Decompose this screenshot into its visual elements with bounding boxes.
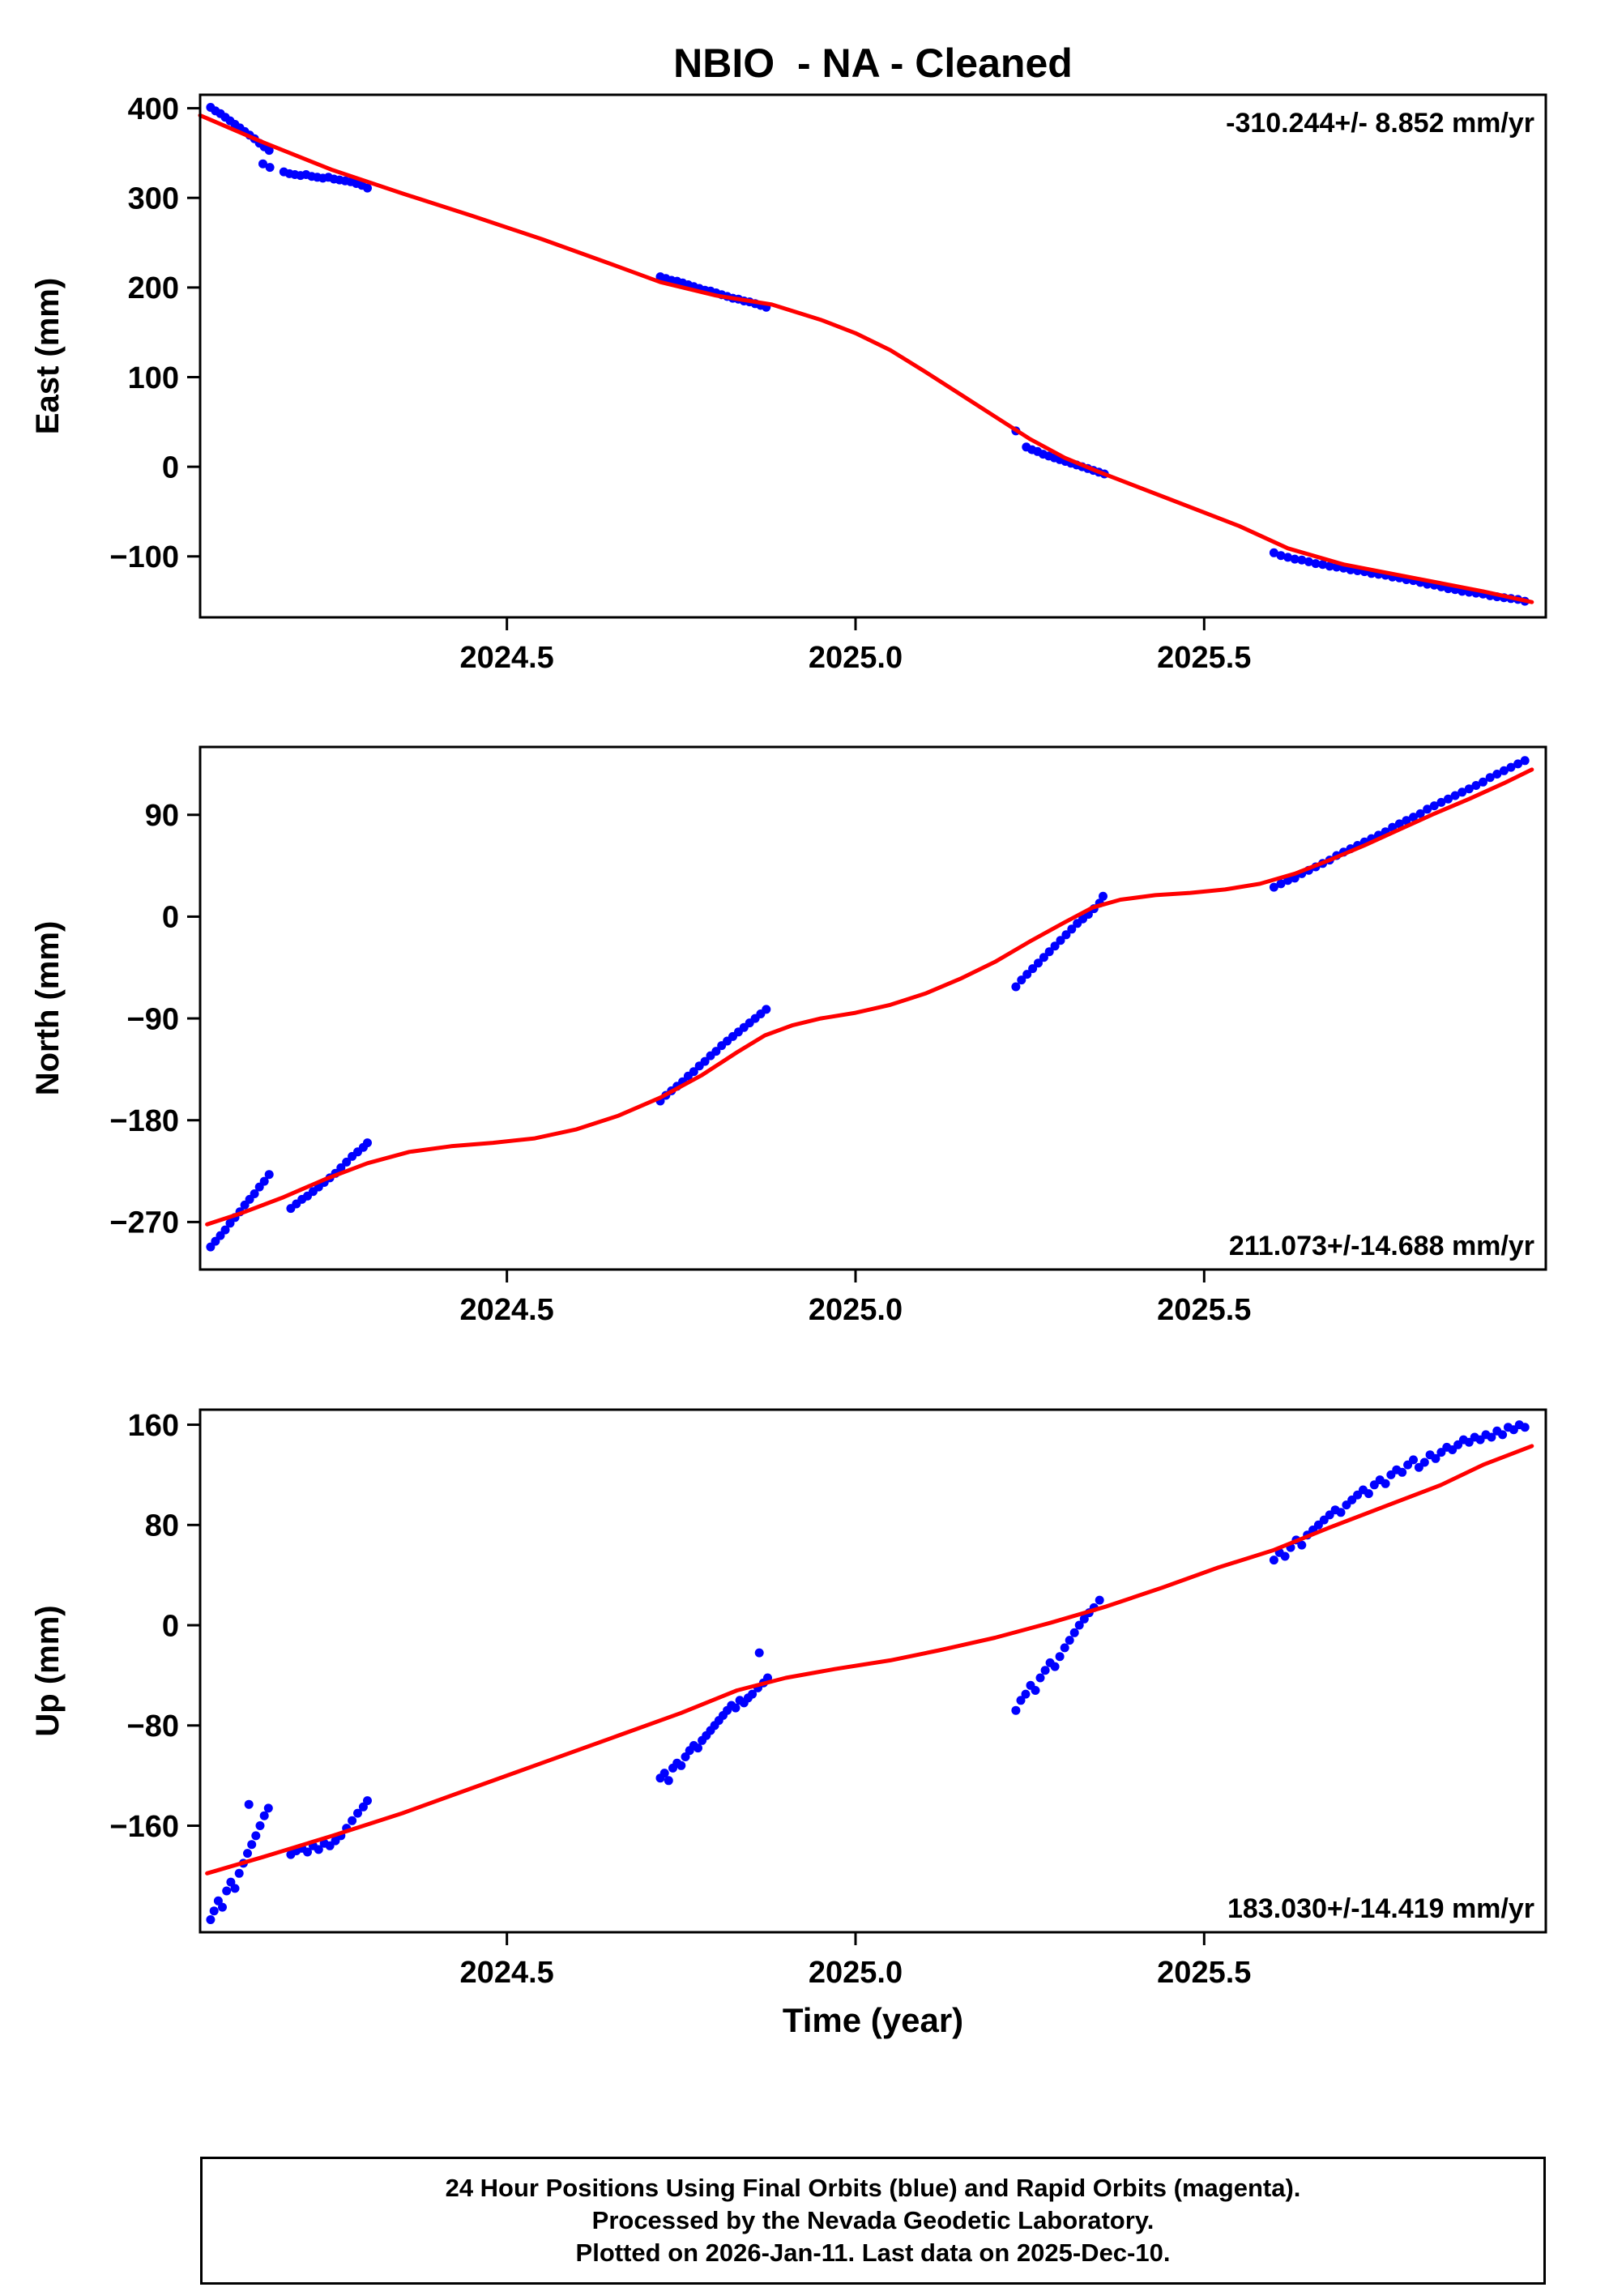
scatter-points xyxy=(206,103,1530,606)
y-tick-label: 90 xyxy=(145,799,179,833)
scatter-points xyxy=(206,756,1530,1252)
north-panel-chart: 2024.5 2025.0 2025.5 90 0 −90 −180 −270 North (m… xyxy=(30,745,1547,1327)
y-axis-title: North (mm) xyxy=(30,921,66,1096)
up-panel-chart: 2024.5 2025.0 2025.5 160 80 0 −80 −160 Up (mm) 18… xyxy=(30,1408,1547,1990)
y-tick-label: −90 xyxy=(127,1002,179,1036)
y-axis-title: Up (mm) xyxy=(30,1605,66,1736)
axis-ticks-and-labels: 2024.5 2025.0 2025.5 160 80 0 −80 −160 xyxy=(109,1409,1251,1990)
footer-line-3: Plotted on 2026-Jan-11. Last data on 202… xyxy=(575,2238,1171,2267)
x-tick-label: 2024.5 xyxy=(460,1956,554,1990)
x-tick-label: 2025.5 xyxy=(1157,1956,1251,1990)
y-tick-label: 160 xyxy=(128,1409,179,1443)
x-tick-label: 2025.5 xyxy=(1157,641,1251,675)
east-panel-chart: 2024.5 2025.0 2025.5 400 300 200 100 0 −100 East … xyxy=(30,92,1547,675)
axes-frame xyxy=(198,1408,1547,1934)
footer-line-1: 24 Hour Positions Using Final Orbits (bl… xyxy=(445,2174,1301,2202)
axes-frame xyxy=(198,93,1547,619)
x-tick-label: 2024.5 xyxy=(460,1293,554,1327)
axes-frame xyxy=(198,745,1547,1271)
scatter-points xyxy=(206,1420,1530,1924)
rate-annotation: 211.073+/-14.688 mm/yr xyxy=(1229,1231,1534,1261)
series-layer xyxy=(205,756,1534,1252)
y-tick-label: −160 xyxy=(109,1810,179,1844)
y-tick-label: 100 xyxy=(128,361,179,395)
y-tick-label: −100 xyxy=(109,540,179,574)
y-tick-label: −270 xyxy=(109,1206,179,1240)
model-fit-line xyxy=(205,1444,1534,1876)
y-tick-label: 80 xyxy=(145,1509,179,1543)
y-tick-label: −80 xyxy=(127,1709,179,1743)
chart-title: NBIO - NA - Cleaned xyxy=(673,41,1073,86)
axis-ticks-and-labels: 2024.5 2025.0 2025.5 400 300 200 100 0 −100 xyxy=(109,92,1251,675)
rate-annotation: -310.244+/- 8.852 mm/yr xyxy=(1226,108,1534,139)
footer-box: 24 Hour Positions Using Final Orbits (bl… xyxy=(200,2157,1546,2285)
model-fit-line xyxy=(205,767,1534,1227)
y-tick-label: −180 xyxy=(109,1104,179,1138)
y-tick-label: 0 xyxy=(162,1609,179,1643)
y-tick-label: 0 xyxy=(162,901,179,935)
y-tick-label: 0 xyxy=(162,450,179,484)
y-axis-title: East (mm) xyxy=(30,278,66,434)
series-layer xyxy=(198,103,1534,606)
y-tick-label: 400 xyxy=(128,92,179,126)
y-tick-label: 200 xyxy=(128,271,179,305)
axis-ticks-and-labels: 2024.5 2025.0 2025.5 90 0 −90 −180 −270 xyxy=(109,799,1251,1327)
footer-line-2: Processed by the Nevada Geodetic Laborat… xyxy=(591,2206,1154,2234)
x-axis-title: Time (year) xyxy=(782,2001,964,2039)
rate-annotation: 183.030+/-14.419 mm/yr xyxy=(1227,1893,1534,1924)
series-layer xyxy=(205,1420,1534,1924)
x-tick-label: 2025.0 xyxy=(809,1293,903,1327)
y-tick-label: 300 xyxy=(128,182,179,216)
x-tick-label: 2025.5 xyxy=(1157,1293,1251,1327)
x-tick-label: 2025.0 xyxy=(809,1956,903,1990)
model-fit-line xyxy=(198,113,1534,604)
x-tick-label: 2025.0 xyxy=(809,641,903,675)
x-tick-label: 2024.5 xyxy=(460,641,554,675)
